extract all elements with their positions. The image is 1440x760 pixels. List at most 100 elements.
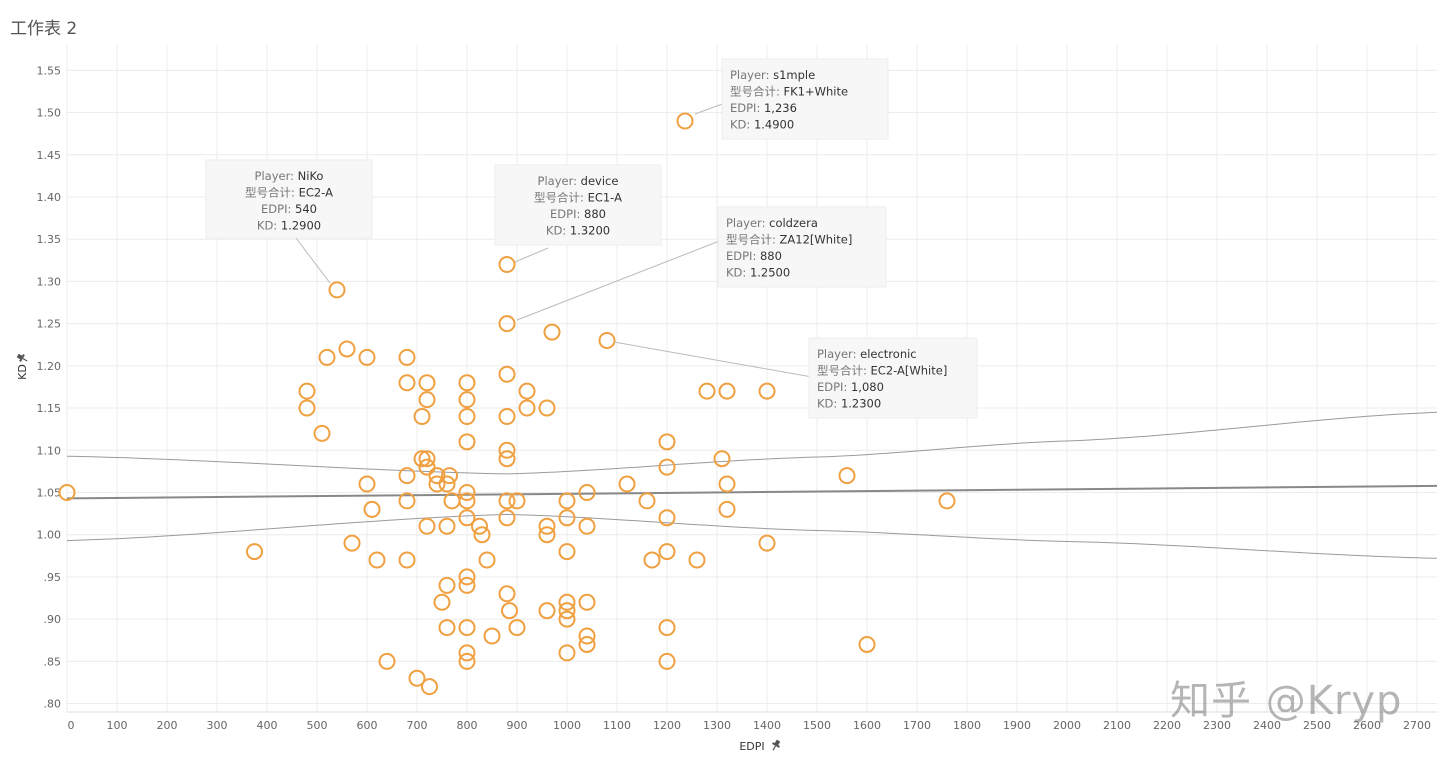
data-point[interactable] (538, 602, 556, 620)
annotation-tooltip[interactable]: Player: electronic 型号合计: EC2-A[White] EDPI… (808, 337, 978, 419)
data-point[interactable] (676, 112, 694, 130)
data-point[interactable] (498, 509, 516, 527)
data-point[interactable] (418, 391, 436, 409)
data-point[interactable] (428, 467, 446, 485)
data-point[interactable] (458, 391, 476, 409)
data-point[interactable] (498, 441, 516, 459)
data-point[interactable] (418, 517, 436, 535)
data-point[interactable] (343, 534, 361, 552)
data-point[interactable] (618, 475, 636, 493)
data-point[interactable] (508, 492, 526, 510)
data-point[interactable] (578, 593, 596, 611)
data-point[interactable] (413, 407, 431, 425)
data-point[interactable] (398, 492, 416, 510)
data-point[interactable] (328, 281, 346, 299)
data-point[interactable] (438, 475, 456, 493)
data-point[interactable] (458, 576, 476, 594)
data-point[interactable] (58, 483, 76, 501)
data-point[interactable] (483, 627, 501, 645)
data-point[interactable] (658, 543, 676, 561)
data-point[interactable] (758, 534, 776, 552)
data-point[interactable] (501, 602, 518, 620)
data-point[interactable] (658, 458, 676, 476)
data-point[interactable] (471, 517, 488, 535)
data-point[interactable] (858, 635, 876, 653)
data-point[interactable] (718, 382, 736, 400)
annotation-tooltip[interactable]: Player: coldzera 型号合计: ZA12[White] EDPI: 8… (717, 206, 887, 288)
data-point[interactable] (398, 467, 416, 485)
data-point[interactable] (558, 593, 576, 611)
data-point[interactable] (688, 551, 706, 569)
data-point[interactable] (421, 678, 438, 696)
data-point[interactable] (838, 467, 856, 485)
data-point[interactable] (698, 382, 716, 400)
data-point[interactable] (428, 475, 446, 493)
data-point[interactable] (508, 619, 526, 637)
data-point[interactable] (538, 526, 556, 544)
data-point[interactable] (478, 551, 496, 569)
data-point[interactable] (441, 467, 458, 485)
data-point[interactable] (458, 619, 476, 637)
data-point[interactable] (718, 500, 736, 518)
annotation-tooltip[interactable]: Player: NiKo 型号合计: EC2-A EDPI: 540 KD: 1.29… (205, 159, 373, 239)
data-point[interactable] (246, 543, 263, 561)
data-point[interactable] (658, 433, 676, 451)
data-point[interactable] (458, 568, 476, 586)
data-point[interactable] (658, 652, 676, 670)
data-point[interactable] (378, 652, 396, 670)
y-axis-pin-icon[interactable] (16, 352, 30, 364)
data-point[interactable] (498, 256, 516, 274)
data-point[interactable] (438, 576, 456, 594)
data-point[interactable] (438, 619, 456, 637)
data-point[interactable] (298, 382, 316, 400)
data-point[interactable] (578, 483, 596, 501)
data-point[interactable] (398, 551, 416, 569)
data-point[interactable] (713, 450, 731, 468)
data-point[interactable] (458, 492, 476, 510)
data-point[interactable] (368, 551, 386, 569)
y-axis-title[interactable]: KD (16, 364, 29, 380)
data-point[interactable] (298, 399, 316, 417)
data-point[interactable] (558, 492, 576, 510)
data-point[interactable] (458, 509, 476, 527)
data-point[interactable] (558, 543, 576, 561)
data-point[interactable] (578, 627, 596, 645)
data-point[interactable] (418, 458, 436, 476)
data-point[interactable] (538, 517, 556, 535)
data-point[interactable] (718, 475, 736, 493)
data-point[interactable] (408, 669, 426, 687)
data-point[interactable] (458, 652, 476, 670)
data-point[interactable] (658, 509, 676, 527)
data-point[interactable] (498, 407, 516, 425)
data-point[interactable] (578, 635, 596, 653)
data-point[interactable] (413, 450, 431, 468)
data-point[interactable] (313, 424, 331, 442)
trend-line[interactable] (66, 484, 1438, 500)
data-point[interactable] (498, 450, 516, 468)
data-point[interactable] (363, 500, 381, 518)
data-point[interactable] (418, 374, 436, 392)
x-axis-title[interactable]: EDPI (739, 740, 764, 753)
data-point[interactable] (598, 332, 616, 350)
data-point[interactable] (458, 433, 476, 451)
data-point[interactable] (498, 492, 516, 510)
annotation-tooltip[interactable]: Player: device 型号合计: EC1-A EDPI: 880 KD: 1.… (494, 164, 662, 246)
data-point[interactable] (433, 593, 451, 611)
data-point[interactable] (338, 340, 356, 358)
data-point[interactable] (458, 483, 476, 501)
data-point[interactable] (498, 365, 516, 383)
data-point[interactable] (643, 551, 661, 569)
data-point[interactable] (473, 526, 491, 544)
data-point[interactable] (638, 492, 656, 510)
data-point[interactable] (458, 374, 476, 392)
data-point[interactable] (558, 644, 576, 662)
data-point[interactable] (518, 399, 536, 417)
data-point[interactable] (358, 348, 376, 366)
data-point[interactable] (498, 315, 516, 333)
data-point[interactable] (658, 619, 676, 637)
data-point[interactable] (318, 348, 336, 366)
data-point[interactable] (458, 407, 476, 425)
data-point[interactable] (398, 348, 416, 366)
data-point[interactable] (458, 644, 476, 662)
annotation-tooltip[interactable]: Player: s1mple 型号合计: FK1+White EDPI: 1,236… (721, 58, 889, 140)
